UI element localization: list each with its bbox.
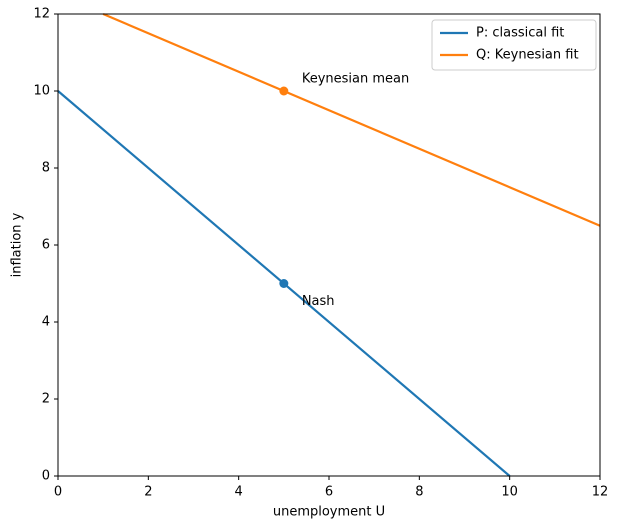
point [279, 279, 289, 288]
y-tick-label: 2 [42, 392, 50, 407]
y-tick-label: 12 [33, 7, 50, 22]
y-tick-label: 10 [33, 84, 50, 99]
series-line [102, 12, 601, 227]
y-tick-label: 8 [42, 161, 50, 176]
x-tick-label: 6 [325, 485, 333, 500]
plot-frame [57, 13, 601, 477]
y-tick-label: 6 [42, 238, 50, 253]
annotation: Keynesian mean [302, 72, 409, 87]
y-tick-label: 4 [42, 315, 50, 330]
legend-label: P: classical fit [476, 26, 564, 41]
y-tick-label: 0 [42, 469, 50, 484]
x-tick-label: 12 [592, 485, 609, 500]
y-axis-label: inflation y [10, 212, 25, 277]
legend-box [431, 19, 597, 71]
x-axis-label: unemployment U [273, 505, 385, 520]
x-tick-label: 2 [144, 485, 152, 500]
legend-label: Q: Keynesian fit [476, 48, 579, 63]
annotation: Nash [302, 294, 335, 309]
x-tick-label: 10 [501, 485, 518, 500]
x-tick-label: 8 [415, 485, 423, 500]
x-tick-label: 0 [54, 485, 62, 500]
x-tick-label: 4 [235, 485, 243, 500]
point [279, 86, 289, 96]
